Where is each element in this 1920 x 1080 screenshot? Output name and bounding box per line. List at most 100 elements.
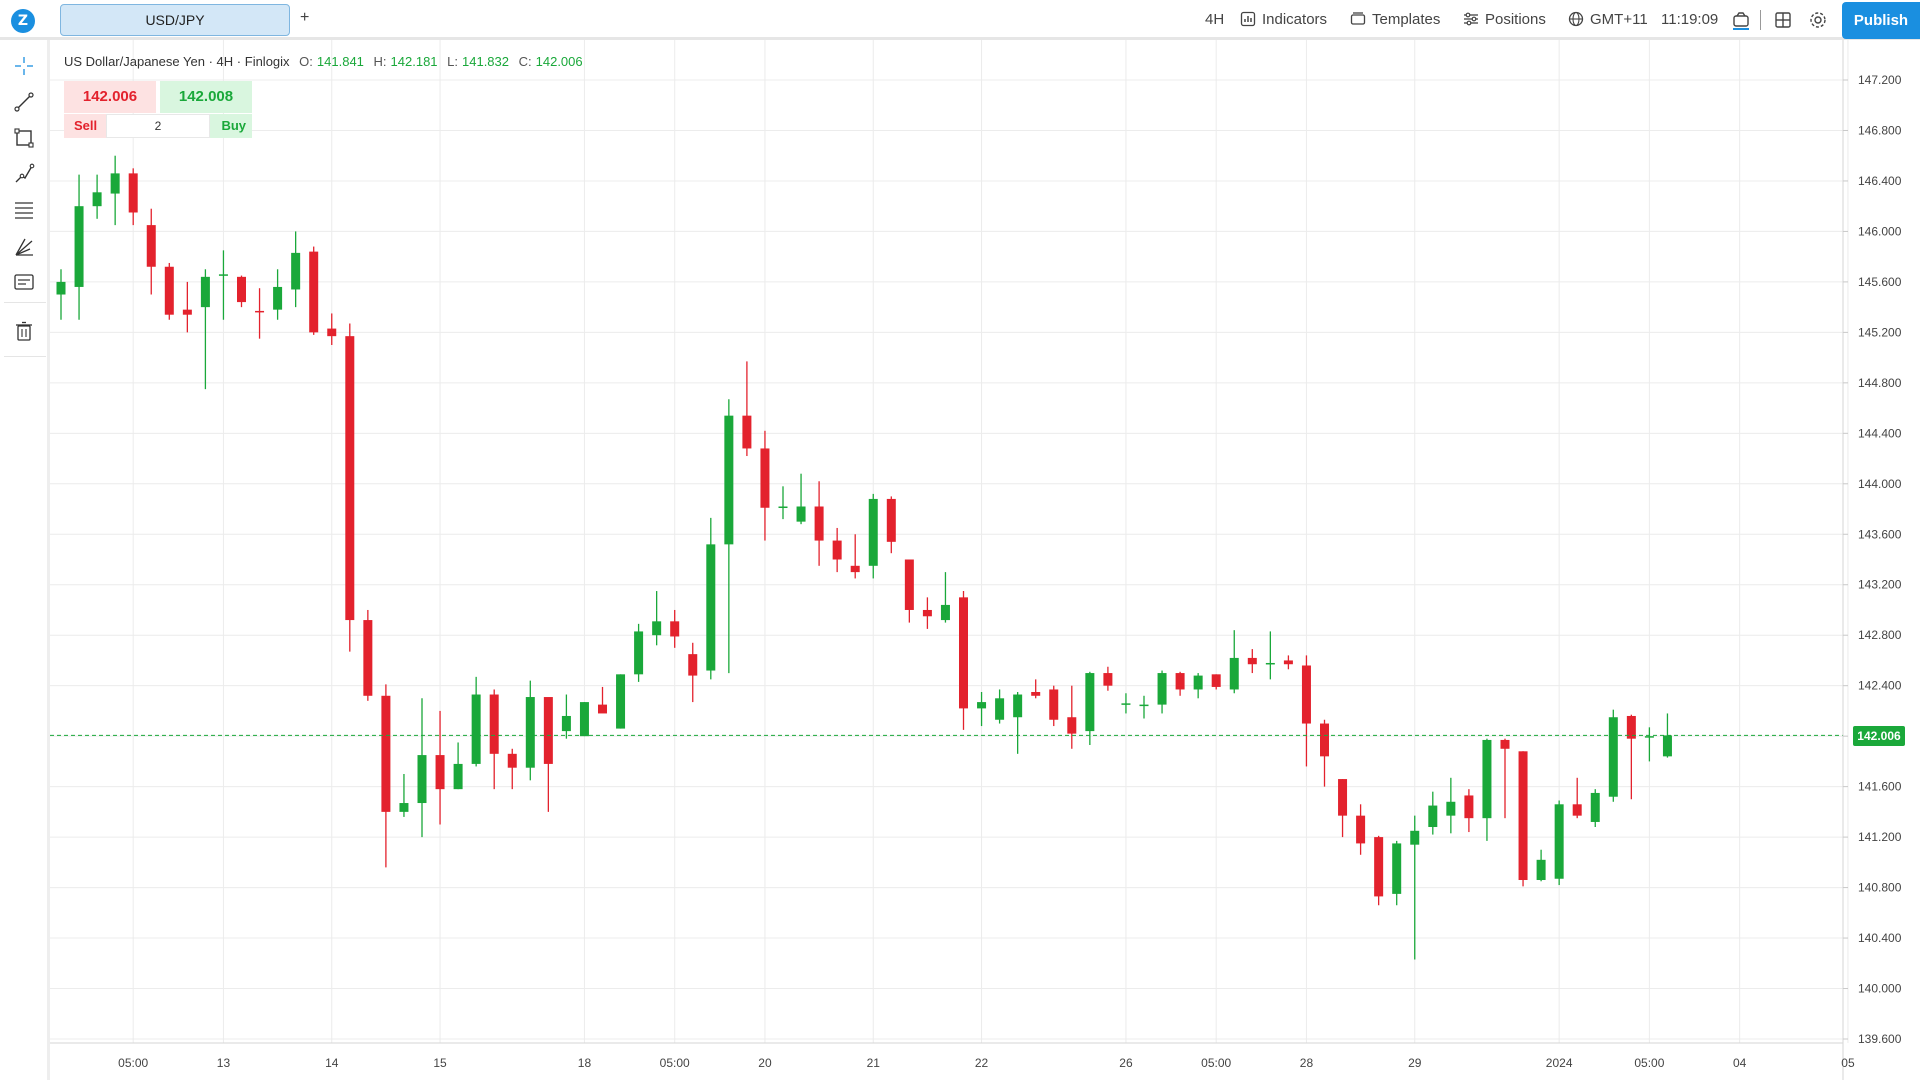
- publish-button[interactable]: Publish: [1842, 2, 1920, 39]
- candle-body: [1265, 662, 1275, 665]
- candle: [616, 674, 626, 729]
- candle: [1518, 751, 1528, 887]
- candle: [1139, 695, 1149, 719]
- trash-icon[interactable]: [13, 320, 35, 342]
- trendline-icon[interactable]: [13, 91, 35, 113]
- candle: [561, 694, 571, 739]
- candle-body: [778, 506, 788, 509]
- price-tick-label: 144.800: [1858, 376, 1902, 390]
- candle-body: [525, 697, 535, 768]
- candle-body: [959, 597, 968, 709]
- candle: [1157, 670, 1167, 714]
- candle: [1049, 685, 1059, 727]
- candle-body: [1464, 795, 1474, 819]
- candle-body: [128, 173, 138, 213]
- candle: [417, 698, 427, 838]
- candle: [1356, 804, 1366, 855]
- timeframe-button[interactable]: 4H: [1205, 11, 1225, 28]
- candle: [832, 527, 842, 573]
- candle: [778, 486, 788, 520]
- tab-usd-jpy[interactable]: USD/JPY: [60, 4, 290, 36]
- crosshair-icon[interactable]: [13, 55, 35, 77]
- candle-body: [1536, 859, 1546, 881]
- add-tab-button[interactable]: +: [300, 9, 310, 26]
- chart-grid: [50, 40, 1849, 1043]
- candle-body: [1644, 736, 1654, 738]
- candle: [1338, 779, 1348, 838]
- templates-button[interactable]: Templates: [1350, 11, 1440, 28]
- snapshot-icon[interactable]: [1731, 10, 1751, 30]
- candle: [1211, 674, 1221, 690]
- pitchfork-icon[interactable]: [13, 235, 35, 257]
- candle-body: [1356, 815, 1366, 844]
- sell-button[interactable]: Sell: [64, 114, 106, 138]
- candle: [1374, 835, 1384, 906]
- candle-body: [309, 251, 319, 333]
- candle-body: [345, 336, 355, 621]
- open-value: 141.841: [316, 54, 364, 69]
- settings-icon[interactable]: [1808, 10, 1828, 30]
- candle-body: [634, 631, 644, 675]
- candle-body: [706, 544, 716, 671]
- candle-body: [1013, 694, 1023, 718]
- candle-body: [1338, 779, 1348, 816]
- candle-body: [760, 448, 770, 508]
- time-tick-label: 04: [1733, 1056, 1747, 1070]
- indicators-button[interactable]: Indicators: [1240, 11, 1327, 28]
- price-chart[interactable]: 147.200 146.800 146.400 146.000 145.600 145.2…: [50, 40, 1920, 1080]
- candle: [598, 686, 607, 714]
- candle-body: [200, 276, 210, 308]
- time-tick-label: 21: [867, 1056, 881, 1070]
- templates-icon: [1350, 12, 1366, 25]
- price-tick-label: 140.400: [1858, 931, 1902, 945]
- candle-body: [652, 621, 662, 636]
- positions-button[interactable]: Positions: [1463, 11, 1546, 28]
- time-tick-label: 05: [1841, 1056, 1855, 1070]
- candle-body: [1608, 717, 1618, 797]
- candle: [1608, 709, 1618, 802]
- candle: [1392, 840, 1402, 906]
- candle: [1247, 649, 1257, 674]
- app-logo-icon[interactable]: Z: [11, 9, 35, 33]
- sell-price[interactable]: 142.006: [64, 81, 156, 113]
- candle: [652, 591, 662, 646]
- candle: [1193, 673, 1203, 699]
- candle: [1536, 849, 1546, 882]
- candle-body: [489, 694, 499, 754]
- text-note-icon[interactable]: [13, 271, 35, 293]
- trade-widget: 142.006 142.008 Sell 2 Buy: [64, 81, 252, 139]
- price-tick-label: 146.400: [1858, 174, 1902, 188]
- candle: [1085, 671, 1095, 745]
- quantity-input[interactable]: 2: [106, 114, 210, 138]
- timezone-button[interactable]: GMT+11: [1568, 11, 1648, 28]
- candle-body: [832, 540, 842, 560]
- candle-body: [435, 755, 445, 790]
- price-tick-label: 140.000: [1858, 982, 1902, 996]
- candle-body: [1500, 739, 1510, 749]
- layout-icon[interactable]: [1773, 10, 1793, 30]
- price-tick-label: 144.000: [1858, 477, 1902, 491]
- legend-timeframe: 4H: [216, 54, 234, 69]
- drawing-tools-sidebar: [0, 40, 50, 1080]
- price-tick-label: 142.800: [1858, 628, 1902, 642]
- candle-body: [218, 274, 228, 276]
- rectangle-icon[interactable]: [13, 127, 35, 149]
- candle-body: [1193, 675, 1203, 690]
- path-icon[interactable]: [13, 163, 35, 185]
- candle: [724, 399, 734, 674]
- candle: [453, 742, 463, 790]
- buy-price[interactable]: 142.008: [160, 81, 252, 113]
- fibonacci-icon[interactable]: [13, 199, 35, 221]
- candle-body: [1085, 673, 1095, 732]
- candle: [1482, 738, 1492, 841]
- top-toolbar: Z USD/JPY + 4H Indicators Templates Posi…: [0, 0, 1920, 40]
- buy-button[interactable]: Buy: [210, 114, 252, 138]
- price-tick-label: 145.200: [1858, 325, 1902, 339]
- candle-body: [507, 753, 517, 768]
- candle: [742, 361, 752, 457]
- positions-icon: [1464, 12, 1478, 26]
- candle-body: [904, 559, 914, 610]
- candle-body: [868, 498, 878, 566]
- candle: [507, 748, 517, 790]
- candle: [977, 691, 987, 727]
